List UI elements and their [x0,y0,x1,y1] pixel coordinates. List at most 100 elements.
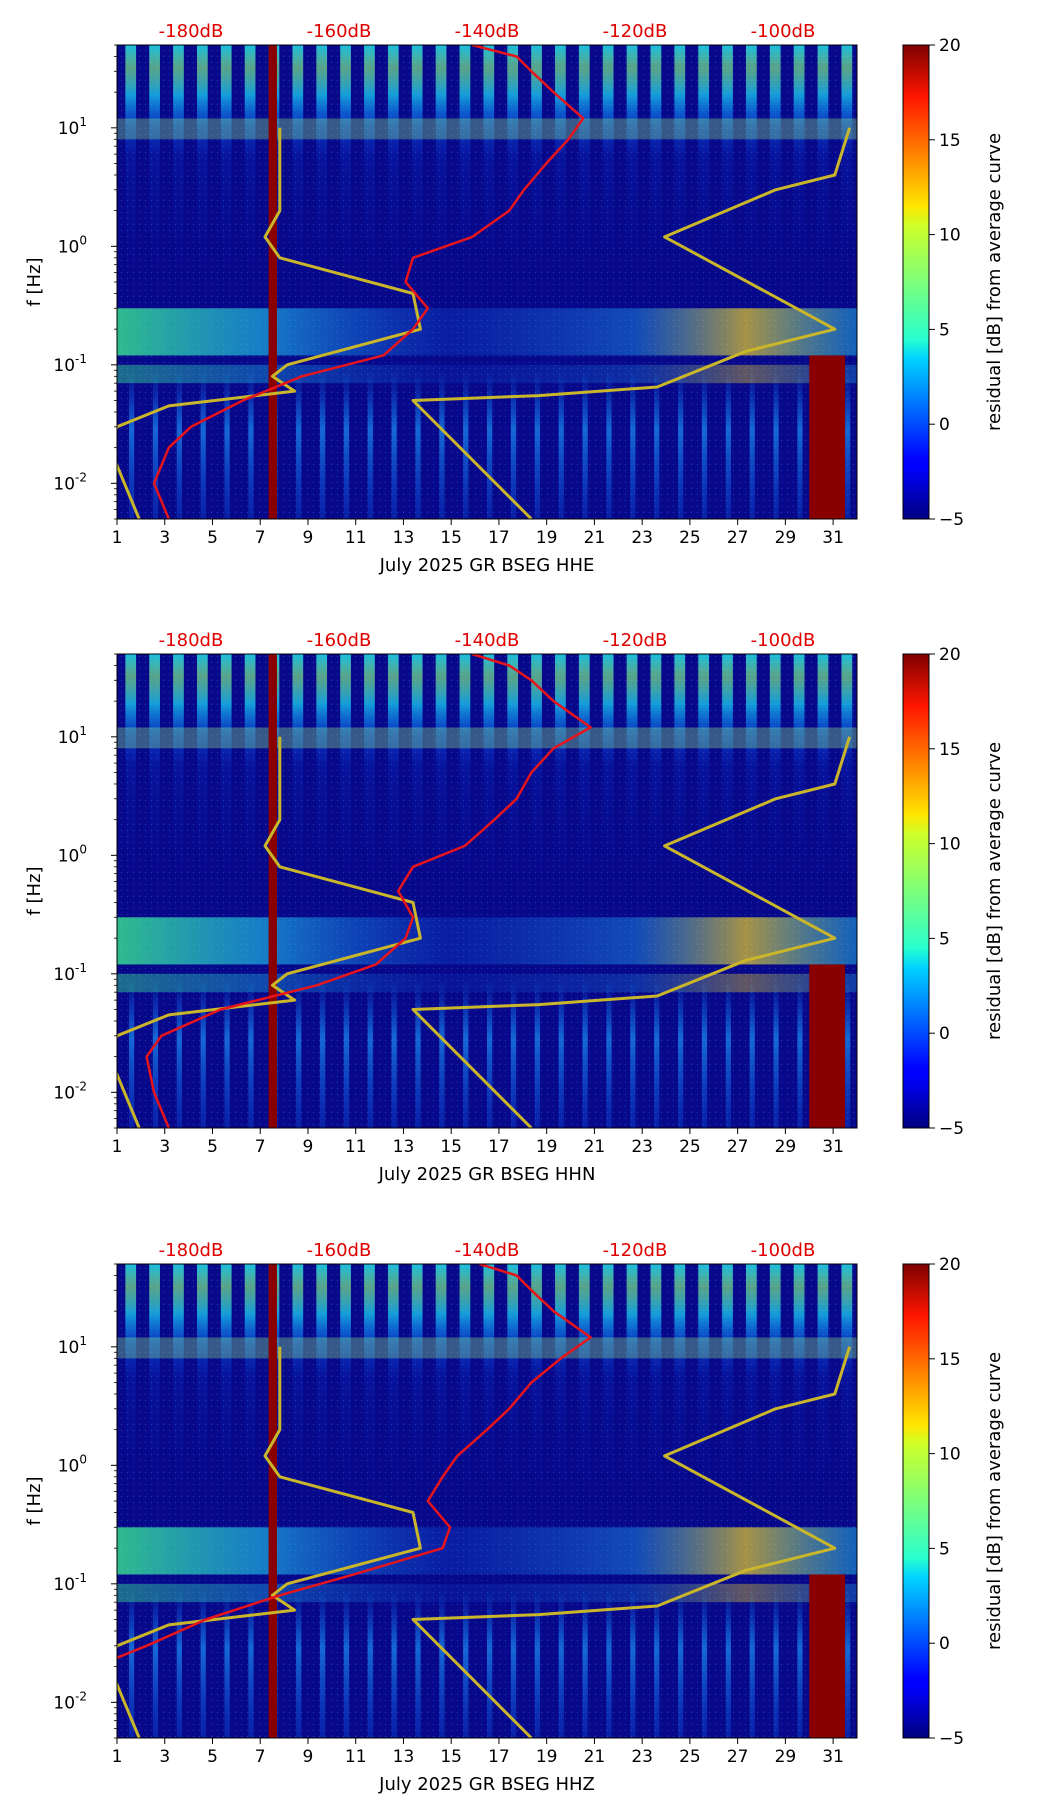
daily-noise-stripe [674,654,686,882]
secondary-band [117,364,857,384]
db-tick-label: -180dB [159,1240,224,1261]
x-tick-label: 9 [303,528,314,548]
daily-noise-stripe [746,45,757,273]
daily-low-stripe [248,1589,254,1738]
y-tick-base: 10 [58,1456,80,1476]
daily-low-stripe [510,1589,517,1738]
y-tick-label: 10-1 [53,1571,87,1595]
saturated-column [809,355,846,519]
y-tick-base: 10 [58,119,80,139]
daily-noise-stripe [698,45,709,273]
daily-noise-stripe [173,45,184,273]
saturated-column [809,964,846,1128]
daily-noise-stripe [793,654,805,882]
x-tick-label: 9 [303,1747,314,1767]
x-tick-label: 13 [393,528,415,548]
x-tick-label: 5 [207,1137,218,1157]
daily-low-stripe [510,979,517,1128]
daily-low-stripe [415,370,421,519]
daily-low-stripe [152,979,159,1128]
daily-low-stripe [677,979,684,1128]
daily-low-stripe [558,1589,564,1738]
x-tick-label: 25 [679,1747,701,1767]
daily-noise-stripe [578,45,590,273]
daily-noise-stripe [435,45,447,273]
daily-low-stripe [439,979,445,1128]
db-tick-label: -100dB [751,21,816,42]
colorbar-tick-label: −5 [939,1119,964,1139]
y-tick-label: 101 [58,115,87,139]
high-noise-model-line [411,736,852,1128]
daily-noise-stripe [292,45,304,273]
daily-noise-stripe [387,654,399,882]
daily-low-stripe [319,370,326,519]
y-tick-label: 10-1 [53,961,87,985]
daily-noise-stripe [817,654,829,882]
daily-low-stripe [128,370,135,519]
daily-low-stripe [677,1589,684,1738]
daily-noise-stripe [841,45,853,273]
y-tick-base: 10 [58,1338,80,1358]
daily-noise-stripe [244,45,256,273]
y-tick-exponent: -1 [75,352,87,366]
x-tick-label: 29 [775,1747,797,1767]
x-tick-label: 11 [345,1747,367,1767]
x-tick-label: 3 [159,1137,170,1157]
daily-noise-stripe [698,654,709,882]
y-tick-label: 10-1 [53,352,87,376]
daily-low-stripe [463,370,469,519]
daily-noise-stripe [125,1264,137,1492]
daily-low-stripe [749,1589,755,1738]
colorbar-tick-label: −5 [939,1729,964,1749]
daily-low-stripe [749,370,755,519]
saturated-column [268,1264,277,1738]
daily-low-stripe [606,1589,612,1738]
daily-low-stripe [630,979,636,1128]
daily-noise-stripe [507,654,519,882]
daily-noise-stripe [698,1264,709,1492]
daily-low-stripe [845,979,851,1128]
x-tick-label: 1 [112,528,123,548]
daily-low-stripe [367,370,373,519]
daily-low-stripe [343,370,350,519]
daily-low-stripe [152,1589,159,1738]
db-tick-label: -140dB [455,1240,520,1261]
x-tick-label: 21 [584,528,606,548]
daily-low-stripe [749,979,755,1128]
y-tick-exponent: -1 [75,961,87,975]
x-tick-label: 1 [112,1747,123,1767]
psd-line [152,45,585,519]
y-tick-label: 10-2 [53,1689,87,1713]
daily-noise-stripe [196,654,208,882]
y-tick-exponent: -2 [75,1079,87,1093]
daily-low-stripe [439,370,445,519]
daily-noise-stripe [507,45,519,273]
daily-low-stripe [391,1589,397,1738]
daily-noise-stripe [674,1264,686,1492]
colorbar-tick-label: 0 [939,415,950,435]
y-tick-base: 10 [58,728,80,748]
daily-low-stripe [654,979,660,1128]
db-tick-label: -120dB [603,630,668,651]
spectrogram [117,45,857,519]
x-tick-label: 23 [631,528,653,548]
x-tick-label: 27 [727,1137,749,1157]
colorbar-label: residual [dB] from average curve [984,133,1005,431]
saturated-column [268,45,277,519]
daily-noise-stripe [602,45,614,273]
daily-noise-stripe [722,45,733,273]
low-noise-model-line [117,1346,422,1738]
y-tick-exponent: 0 [79,233,87,247]
x-tick-label: 25 [679,528,701,548]
colorbar-label: residual [dB] from average curve [984,742,1005,1040]
colorbar-tick-label: 5 [939,929,950,949]
y-axis-label: f [Hz] [24,257,45,306]
daily-low-stripe [534,979,540,1128]
y-tick-exponent: 0 [79,1452,87,1466]
daily-noise-stripe [125,654,137,882]
daily-noise-stripe [364,45,375,273]
low-noise-model-line [117,127,422,519]
